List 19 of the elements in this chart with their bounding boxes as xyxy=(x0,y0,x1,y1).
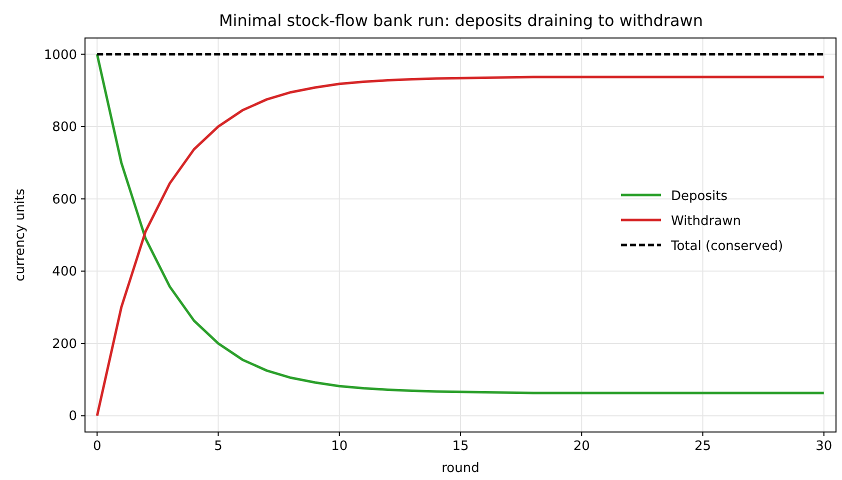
chart-title: Minimal stock-flow bank run: deposits draining to withdrawn xyxy=(218,11,704,30)
x-axis-title: round xyxy=(442,461,480,476)
x-tick-label: 25 xyxy=(694,439,712,454)
x-tick-label: 30 xyxy=(816,439,832,454)
y-tick-label: 800 xyxy=(52,120,77,136)
x-tick-label: 15 xyxy=(452,439,469,454)
legend-label: Deposits xyxy=(671,189,728,204)
legend-label: Withdrawn xyxy=(671,214,741,229)
x-tick-label: 10 xyxy=(331,439,348,454)
y-axis-title: currency units xyxy=(13,188,28,282)
x-tick-label: 20 xyxy=(573,439,590,454)
y-tick-label: 1000 xyxy=(44,48,77,63)
y-tick-label: 400 xyxy=(52,264,77,280)
x-tick-label: 0 xyxy=(92,439,102,454)
x-tick-label: 5 xyxy=(214,439,222,454)
y-tick-label: 600 xyxy=(52,192,77,208)
legend-label: Total (conserved) xyxy=(670,239,784,254)
y-tick-label: 200 xyxy=(52,336,77,352)
y-tick-label: 0 xyxy=(68,409,77,424)
